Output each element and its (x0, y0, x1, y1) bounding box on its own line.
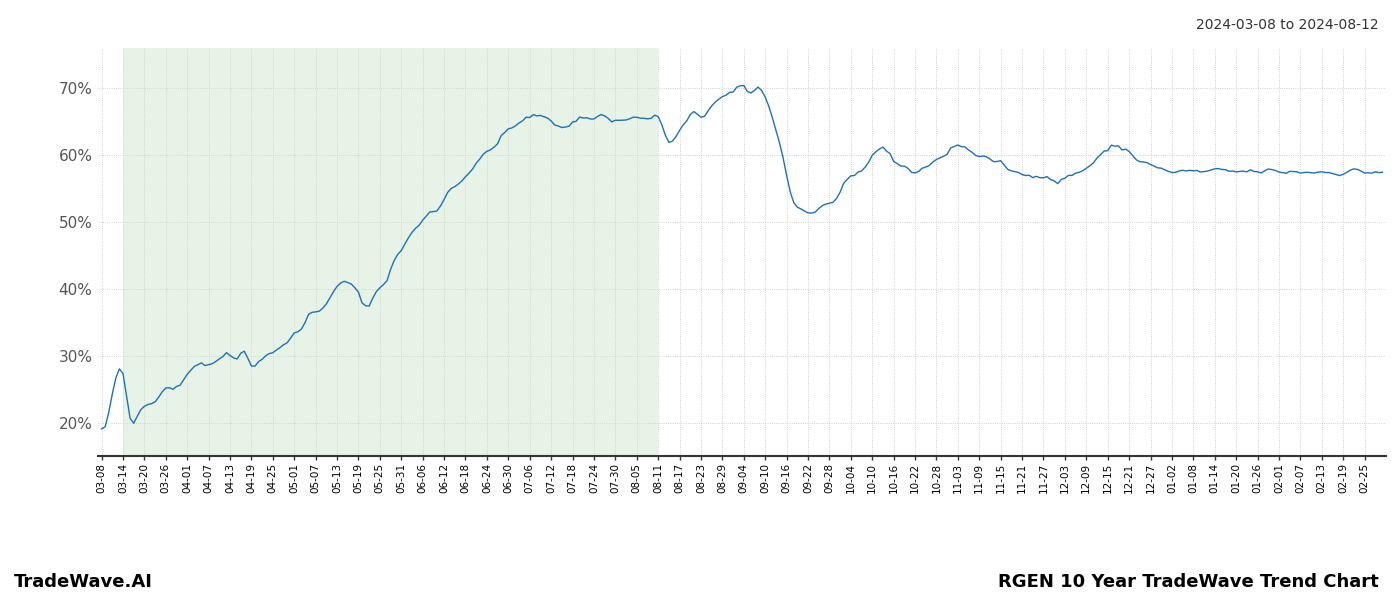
Text: TradeWave.AI: TradeWave.AI (14, 573, 153, 591)
Text: 2024-03-08 to 2024-08-12: 2024-03-08 to 2024-08-12 (1197, 18, 1379, 32)
Text: RGEN 10 Year TradeWave Trend Chart: RGEN 10 Year TradeWave Trend Chart (998, 573, 1379, 591)
Bar (123, 48, 658, 456)
